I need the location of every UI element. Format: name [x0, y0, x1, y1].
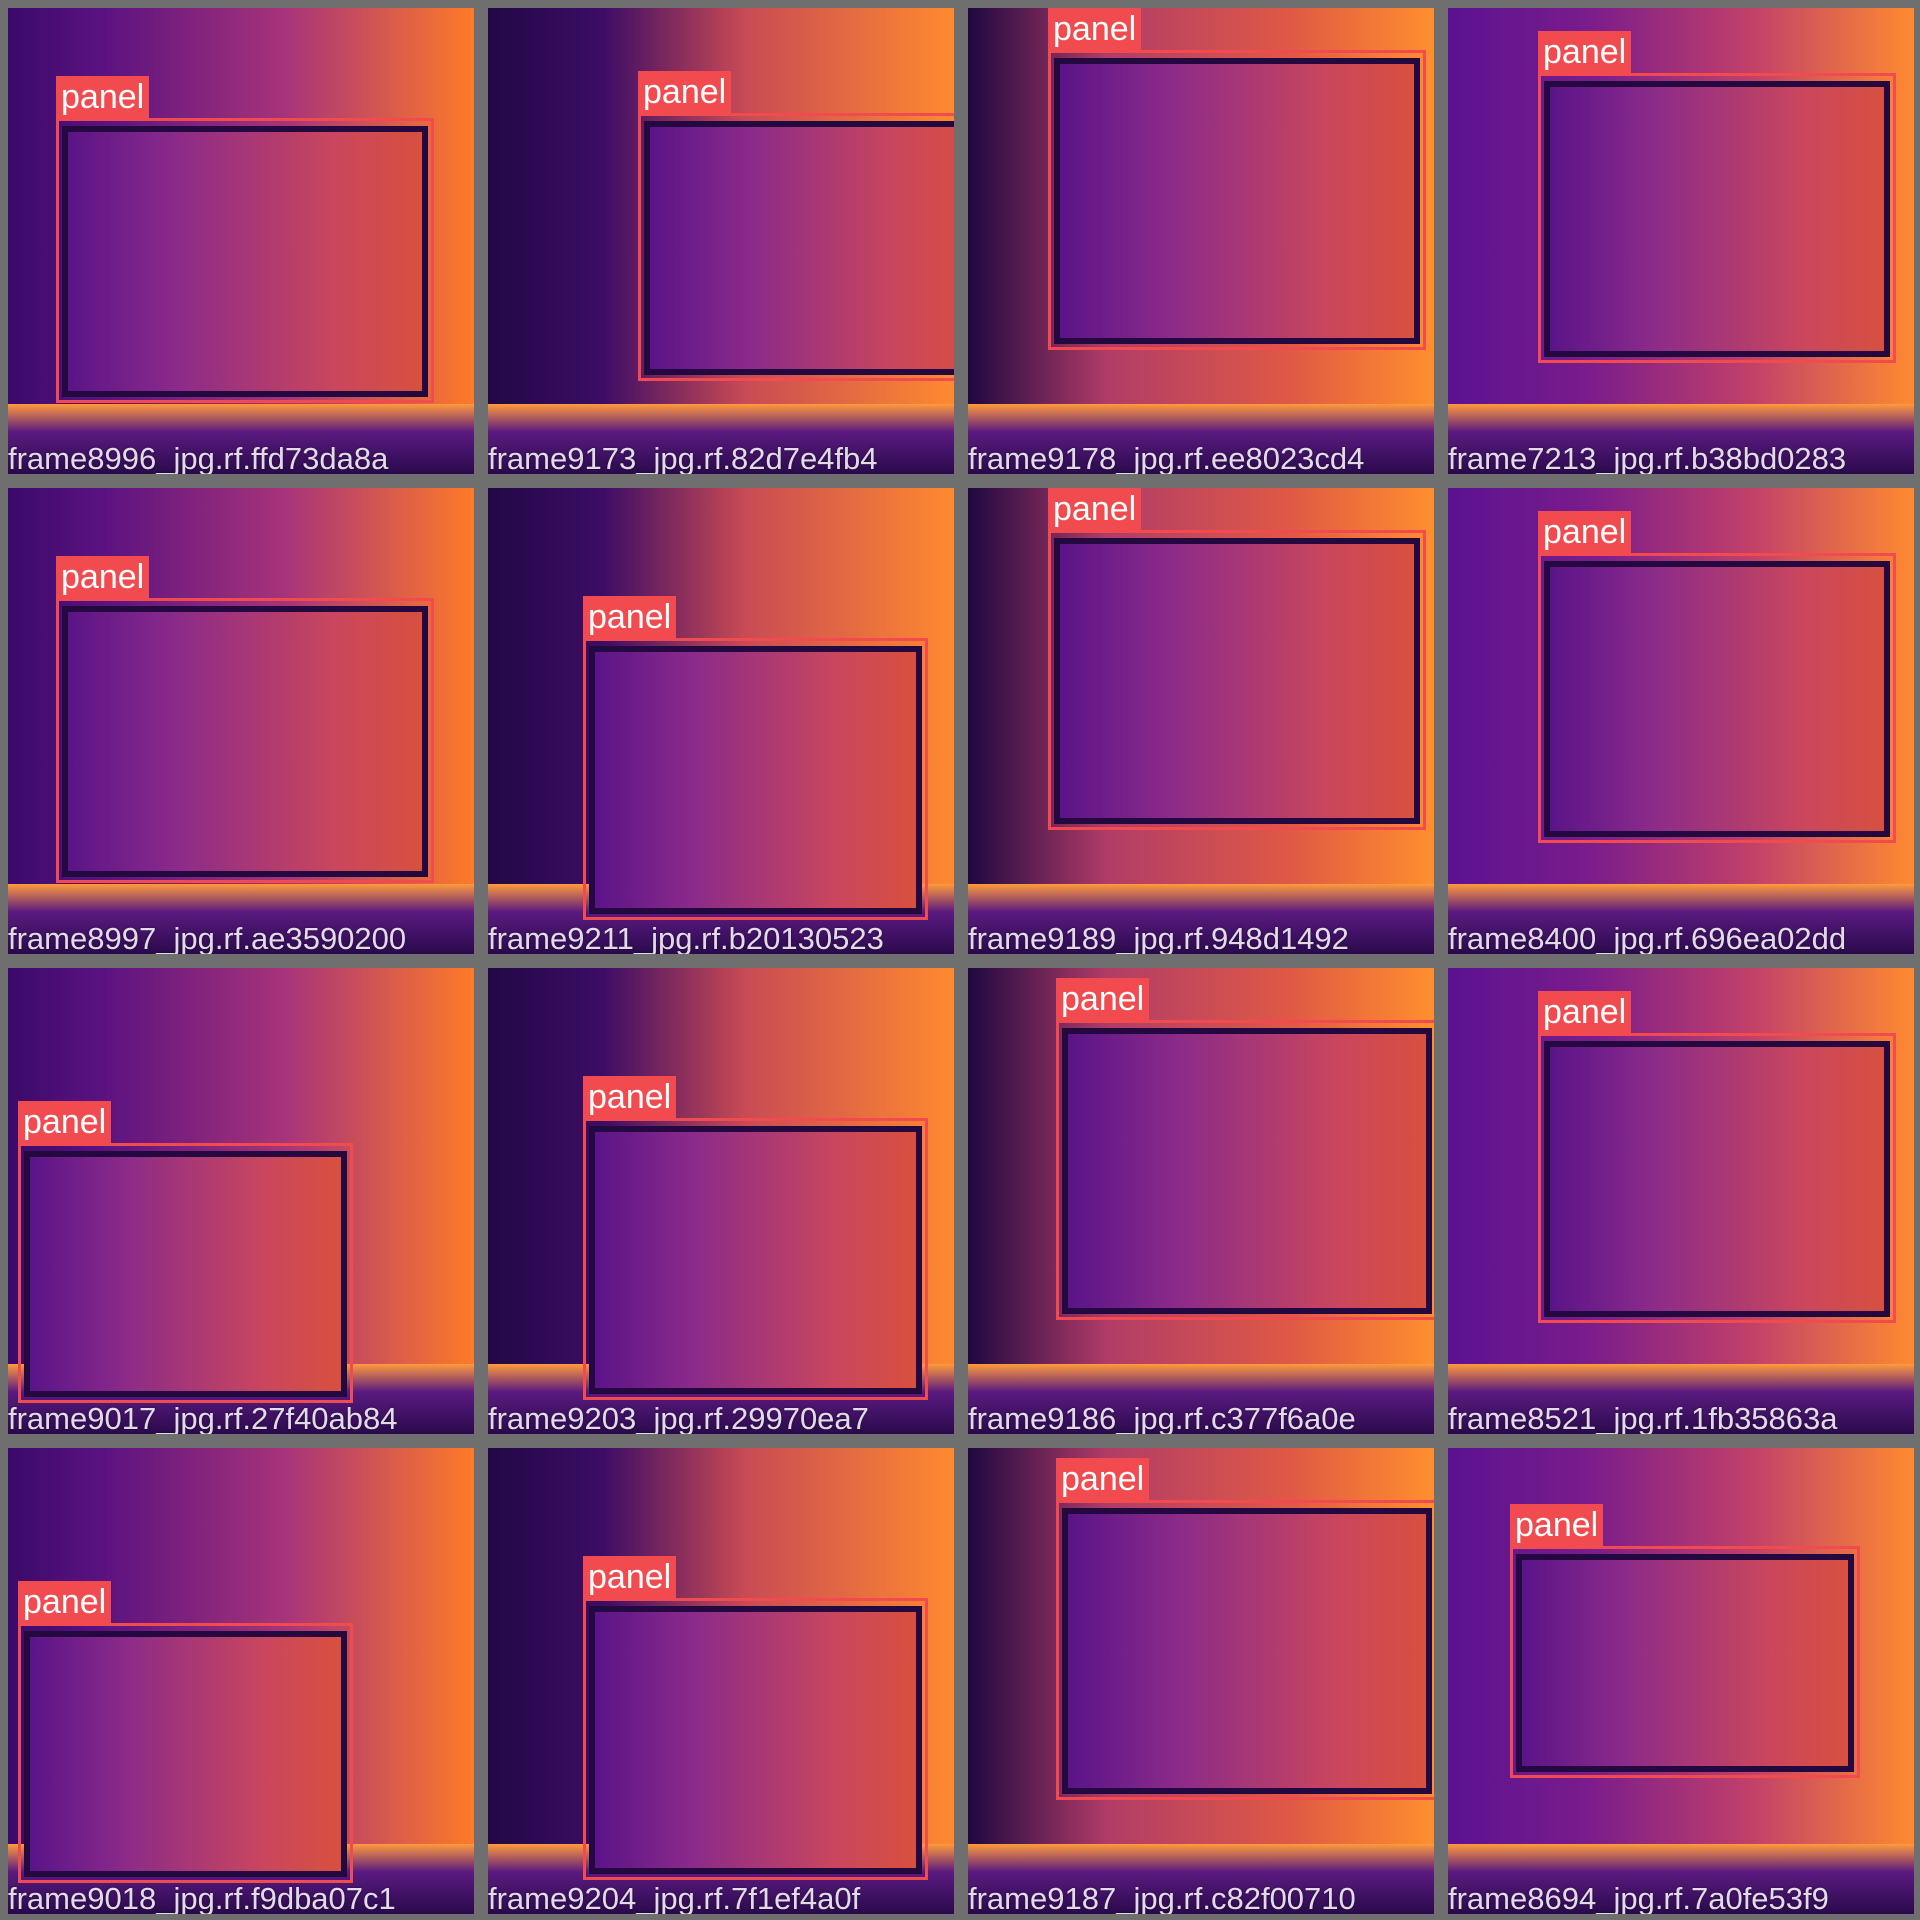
class-label: panel [56, 556, 150, 598]
filename-caption: frame9211_jpg.rf.b20130523 [488, 921, 884, 954]
ground-strip [968, 1364, 1434, 1434]
class-label: panel [1538, 511, 1632, 553]
class-label: panel [1056, 1458, 1150, 1500]
ground-strip [1448, 1844, 1914, 1914]
filename-caption: frame8997_jpg.rf.ae3590200 [8, 921, 407, 954]
filename-caption: frame8400_jpg.rf.696ea02dd [1448, 921, 1847, 954]
solar-panel [24, 1631, 347, 1877]
ground-strip [1448, 884, 1914, 954]
ground-strip [968, 404, 1434, 474]
filename-caption: frame9189_jpg.rf.948d1492 [968, 921, 1349, 954]
mosaic-tile: panel frame8521_jpg.rf.1fb35863a [1448, 968, 1914, 1434]
detection-box [1056, 1020, 1434, 1320]
class-label: panel [18, 1581, 112, 1623]
detection-box [56, 118, 434, 403]
solar-panel [1054, 538, 1420, 824]
filename-caption: frame9204_jpg.rf.7f1ef4a0f [488, 1881, 861, 1914]
ground-strip [8, 884, 474, 954]
filename-caption: frame9178_jpg.rf.ee8023cd4 [968, 441, 1365, 474]
mosaic-tile: panel frame9189_jpg.rf.948d1492 [968, 488, 1434, 954]
solar-panel [1544, 1041, 1890, 1317]
detection-box [583, 638, 928, 920]
detection-box [1510, 1546, 1860, 1778]
filename-caption: frame9018_jpg.rf.f9dba07c1 [8, 1881, 396, 1914]
class-label: panel [1048, 8, 1142, 50]
detection-box [638, 113, 954, 381]
class-label: panel [583, 596, 677, 638]
detection-box [18, 1623, 353, 1883]
filename-caption: frame7213_jpg.rf.b38bd0283 [1448, 441, 1847, 474]
mosaic-tile: panel frame9211_jpg.rf.b20130523 [488, 488, 954, 954]
ground-strip [968, 1844, 1434, 1914]
mosaic-tile: panel frame8996_jpg.rf.ffd73da8a [8, 8, 474, 474]
mosaic-tile: panel frame9187_jpg.rf.c82f00710 [968, 1448, 1434, 1914]
detection-box [1056, 1500, 1434, 1800]
solar-panel [62, 606, 428, 877]
solar-panel [1544, 81, 1890, 357]
ground-strip [1448, 404, 1914, 474]
detection-box [583, 1598, 928, 1880]
mosaic-tile: panel frame9017_jpg.rf.27f40ab84 [8, 968, 474, 1434]
solar-panel [589, 646, 922, 914]
filename-caption: frame8521_jpg.rf.1fb35863a [1448, 1401, 1838, 1434]
detection-box [583, 1118, 928, 1400]
class-label: panel [1510, 1504, 1604, 1546]
ground-strip [968, 884, 1434, 954]
filename-caption: frame9203_jpg.rf.29970ea7 [488, 1401, 869, 1434]
class-label: panel [18, 1101, 112, 1143]
mosaic-tile: panel frame7213_jpg.rf.b38bd0283 [1448, 8, 1914, 474]
ground-strip [488, 404, 954, 474]
filename-caption: frame8694_jpg.rf.7a0fe53f9 [1448, 1881, 1829, 1914]
filename-caption: frame9187_jpg.rf.c82f00710 [968, 1881, 1356, 1914]
mosaic-tile: panel frame8997_jpg.rf.ae3590200 [8, 488, 474, 954]
solar-panel [1544, 561, 1890, 837]
solar-panel [1054, 58, 1420, 344]
class-label: panel [1048, 488, 1142, 530]
mosaic-tile: panel frame9178_jpg.rf.ee8023cd4 [968, 8, 1434, 474]
mosaic-tile: panel frame9204_jpg.rf.7f1ef4a0f [488, 1448, 954, 1914]
class-label: panel [638, 71, 732, 113]
filename-caption: frame9017_jpg.rf.27f40ab84 [8, 1401, 398, 1434]
filename-caption: frame9186_jpg.rf.c377f6a0e [968, 1401, 1356, 1434]
detection-box [18, 1143, 353, 1403]
mosaic-tile: panel frame9186_jpg.rf.c377f6a0e [968, 968, 1434, 1434]
solar-panel [1062, 1028, 1432, 1314]
class-label: panel [583, 1556, 677, 1598]
class-label: panel [1056, 978, 1150, 1020]
class-label: panel [1538, 31, 1632, 73]
solar-panel [589, 1126, 922, 1394]
class-label: panel [56, 76, 150, 118]
detection-box [1538, 1033, 1896, 1323]
ground-strip [1448, 1364, 1914, 1434]
mosaic-tile: panel frame8694_jpg.rf.7a0fe53f9 [1448, 1448, 1914, 1914]
solar-panel [24, 1151, 347, 1397]
detection-box [1538, 553, 1896, 843]
class-label: panel [1538, 991, 1632, 1033]
mosaic-tile: panel frame9173_jpg.rf.82d7e4fb4 [488, 8, 954, 474]
filename-caption: frame8996_jpg.rf.ffd73da8a [8, 441, 389, 474]
ground-strip [8, 404, 474, 474]
solar-panel [62, 126, 428, 397]
solar-panel [1062, 1508, 1432, 1794]
mosaic-tile: panel frame8400_jpg.rf.696ea02dd [1448, 488, 1914, 954]
detection-box [1048, 530, 1426, 830]
solar-panel [644, 121, 954, 375]
solar-panel [589, 1606, 922, 1874]
class-label: panel [583, 1076, 677, 1118]
mosaic-tile: panel frame9018_jpg.rf.f9dba07c1 [8, 1448, 474, 1914]
detection-box [56, 598, 434, 883]
solar-panel [1516, 1554, 1854, 1772]
mosaic-tile: panel frame9203_jpg.rf.29970ea7 [488, 968, 954, 1434]
detection-box [1048, 50, 1426, 350]
detection-box [1538, 73, 1896, 363]
filename-caption: frame9173_jpg.rf.82d7e4fb4 [488, 441, 878, 474]
